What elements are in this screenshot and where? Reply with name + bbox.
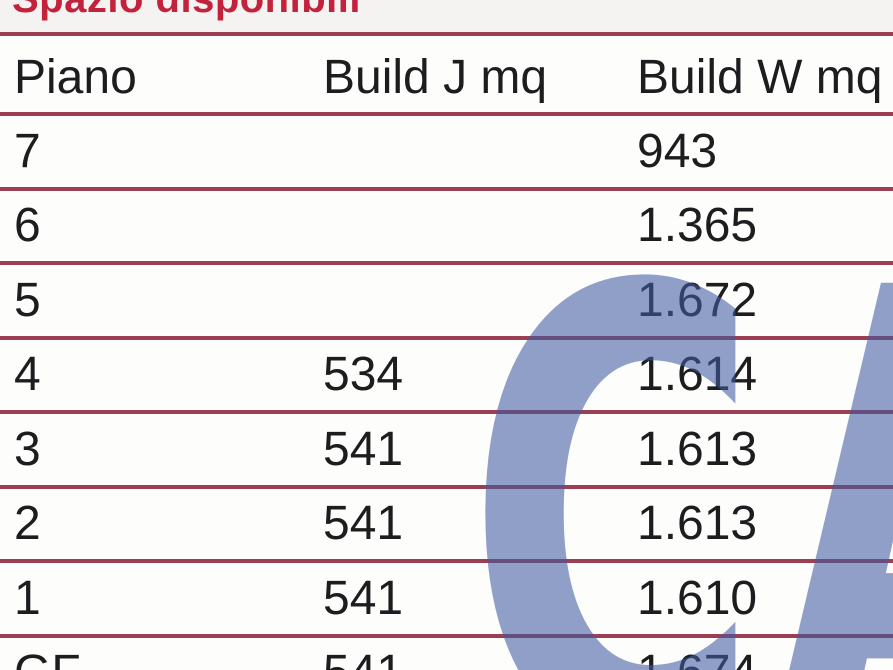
- table-row: 1 541 1.610: [0, 561, 893, 638]
- cell-piano: 1: [0, 561, 309, 638]
- cell-piano: GF: [0, 635, 309, 670]
- table-row: 3 541 1.613: [0, 412, 893, 489]
- cell-piano: 6: [0, 188, 309, 265]
- page-title: Spazio disponibili: [12, 0, 361, 19]
- cell-piano: 7: [0, 114, 309, 191]
- cell-build-w: 943: [623, 114, 893, 191]
- cell-build-j: 541: [309, 635, 623, 670]
- table-row: 4 534 1.614: [0, 337, 893, 414]
- cell-build-w: 1.365: [623, 188, 893, 265]
- cell-build-j: [309, 188, 623, 265]
- cell-build-w: 1.610: [623, 561, 893, 638]
- table-row: 7 943: [0, 114, 893, 191]
- cell-build-j: 541: [309, 412, 623, 489]
- cell-build-w: 1.613: [623, 486, 893, 563]
- cell-piano: 3: [0, 412, 309, 489]
- availability-table: Piano Build J mq Build W mq 7 943 6 1.36…: [0, 32, 893, 670]
- cell-piano: 5: [0, 263, 309, 340]
- cell-build-j: 541: [309, 561, 623, 638]
- cell-build-j: [309, 263, 623, 340]
- cell-piano: 4: [0, 337, 309, 414]
- table-row: 5 1.672: [0, 263, 893, 340]
- table-row: GF 541 1.674: [0, 635, 893, 670]
- cell-build-j: 534: [309, 337, 623, 414]
- table-row: 2 541 1.613: [0, 486, 893, 563]
- cell-build-j: 541: [309, 486, 623, 563]
- table-header-row: Piano Build J mq Build W mq: [0, 32, 893, 116]
- column-header-piano: Piano: [0, 32, 309, 116]
- cell-build-j: [309, 114, 623, 191]
- cell-build-w: 1.614: [623, 337, 893, 414]
- cell-piano: 2: [0, 486, 309, 563]
- cell-build-w: 1.672: [623, 263, 893, 340]
- column-header-build-w: Build W mq: [623, 32, 893, 116]
- cell-build-w: 1.674: [623, 635, 893, 670]
- table-row: 6 1.365: [0, 188, 893, 265]
- cell-build-w: 1.613: [623, 412, 893, 489]
- column-header-build-j: Build J mq: [309, 32, 623, 116]
